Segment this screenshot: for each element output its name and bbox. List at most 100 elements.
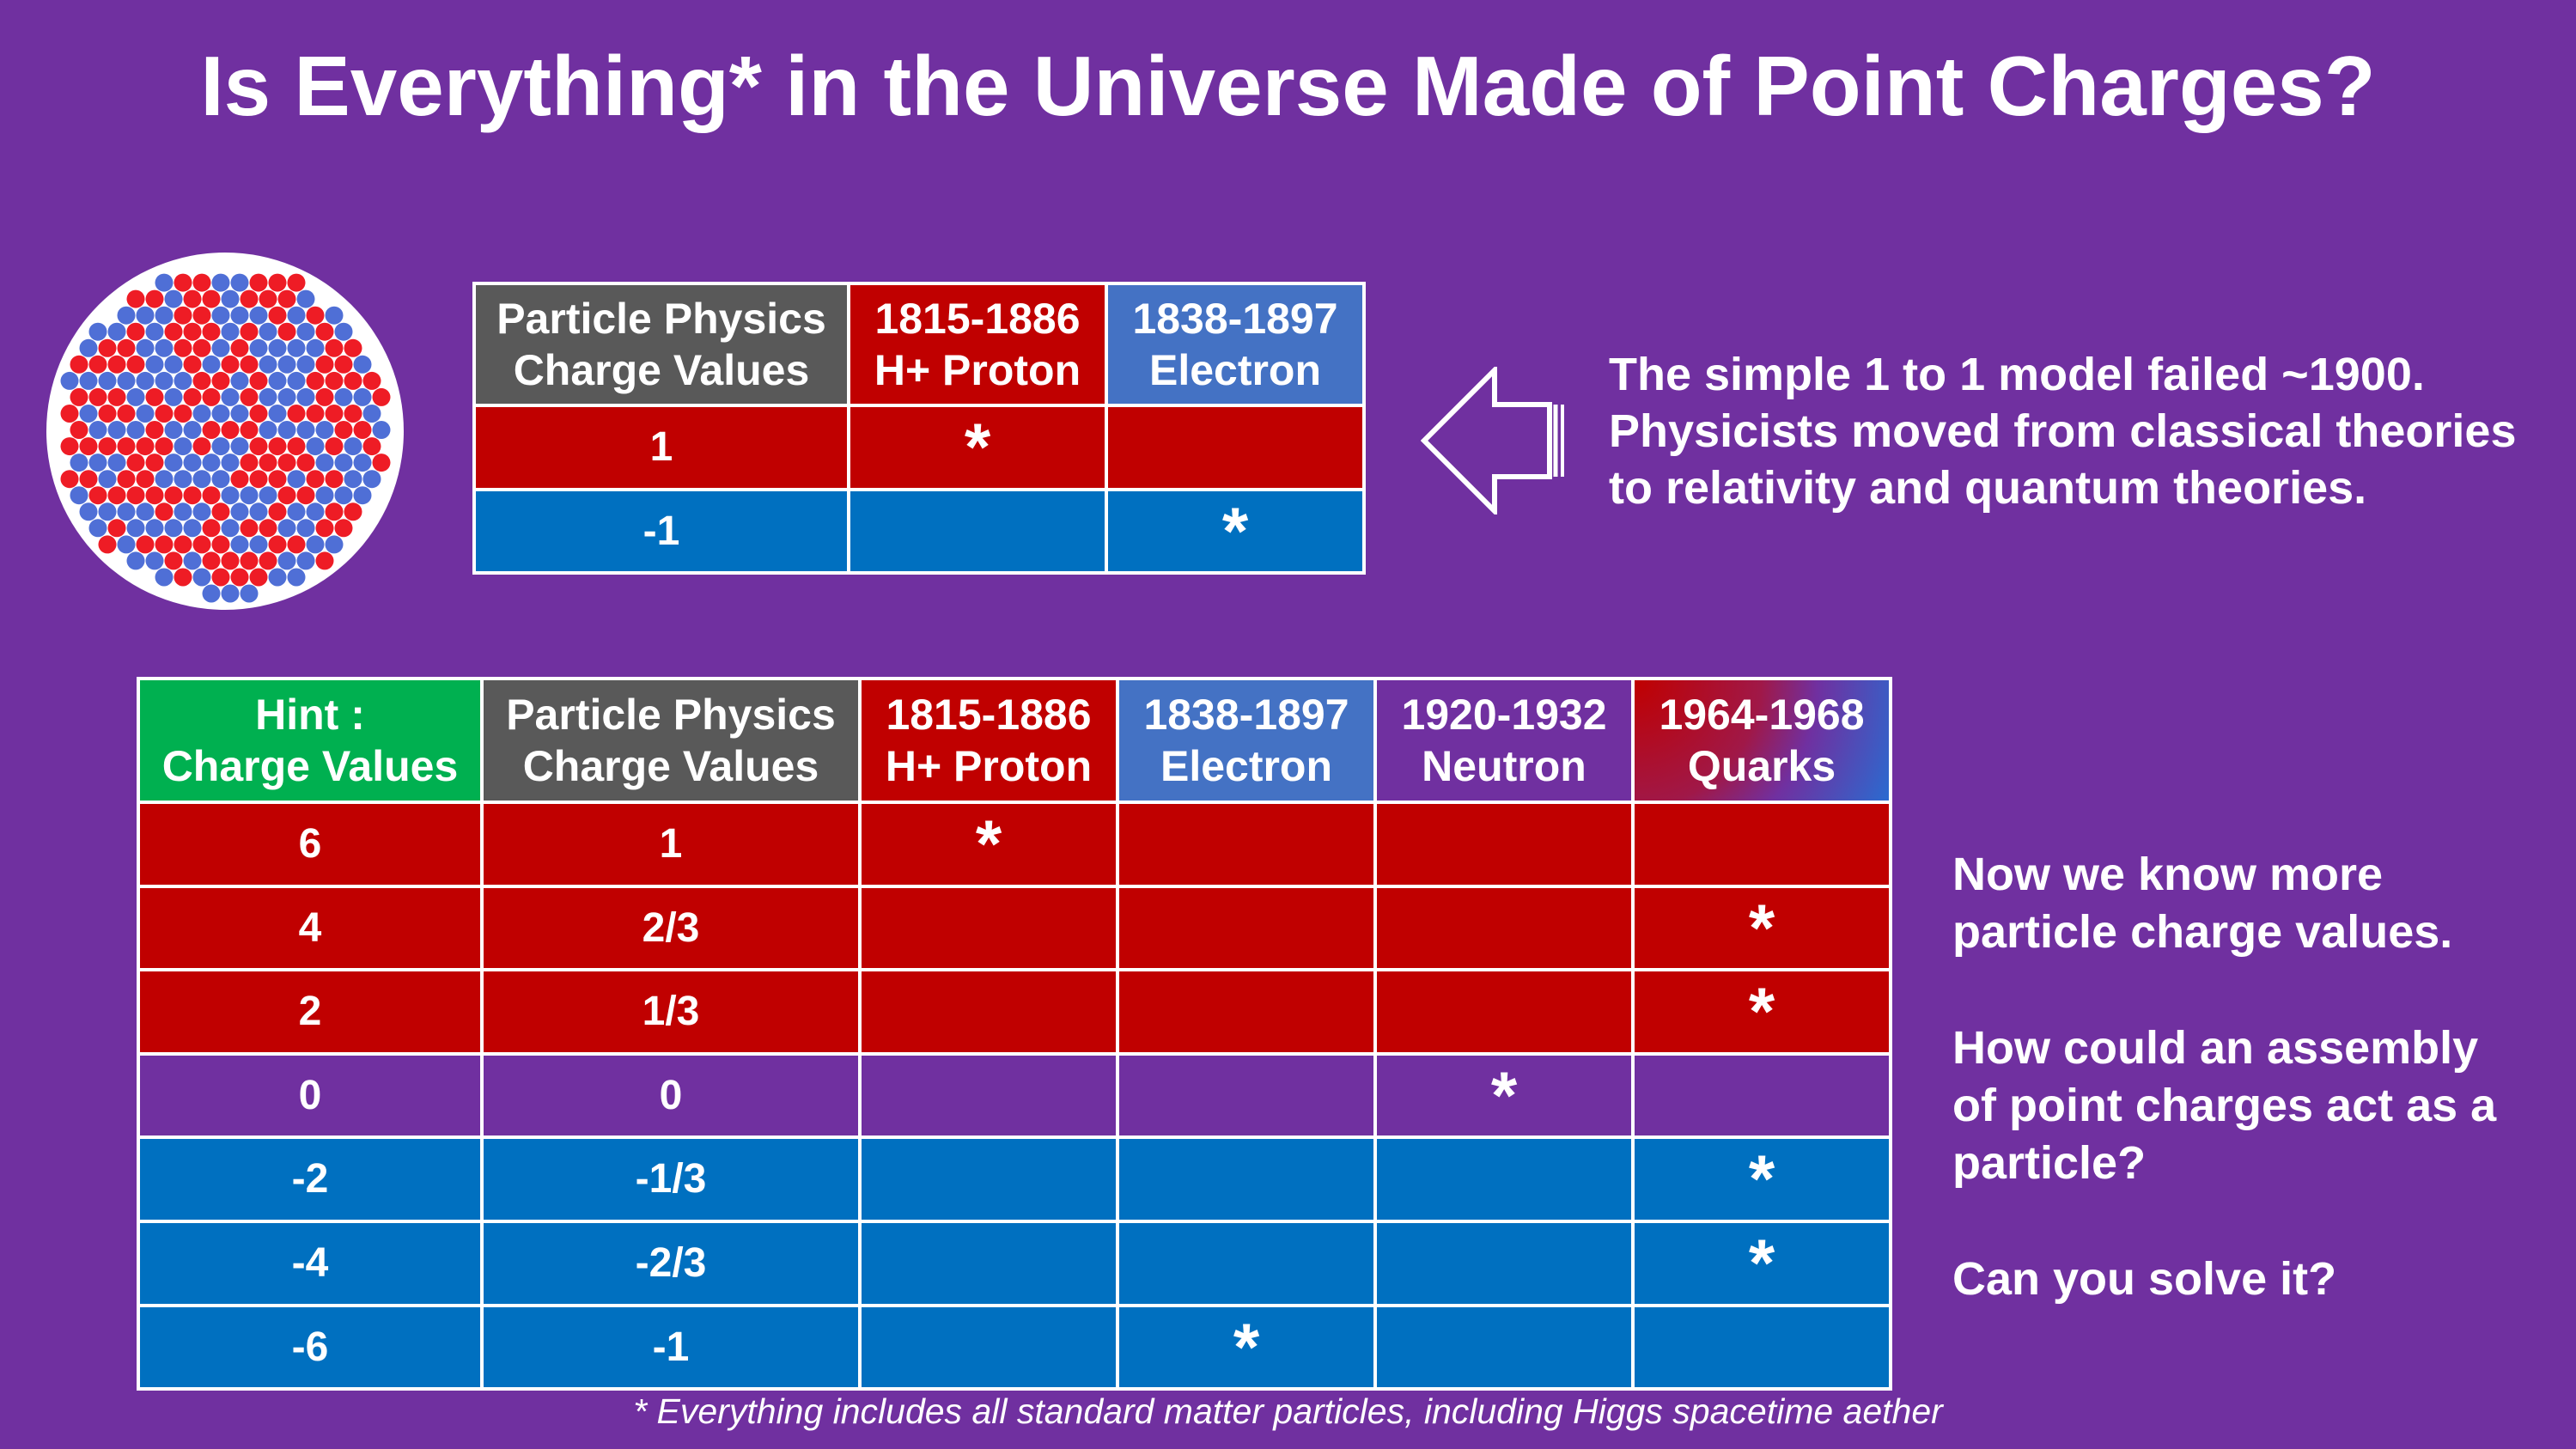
neutron-mark-cell [1373,1135,1635,1223]
note-line: of point charges act as a [1952,1080,2497,1131]
nucleon-dot [287,371,306,390]
nucleon-dot [155,405,174,423]
electron-mark-cell: * [1105,487,1366,575]
quarks-mark-cell [1631,1051,1892,1140]
header-line: Electron [1160,742,1333,790]
header-line: Charge Values [522,742,819,790]
nucleon-dot [174,437,192,456]
note-line: The simple 1 to 1 model failed ~1900. [1609,349,2425,400]
table-row: 2 1/3 * [137,968,1892,1056]
electron-mark-cell [1116,801,1377,888]
nucleon-dot [174,568,192,587]
nucleon-dot [79,338,98,357]
nucleon-dot [174,273,192,292]
nucleon-dot [136,535,155,554]
nucleon-dot [240,421,259,439]
header-particle-physics: Particle Physics Charge Values [480,677,862,804]
header-line: Charge Values [161,742,459,790]
nucleon-dot [372,421,391,439]
model-failed-note: The simple 1 to 1 model failed ~1900. Ph… [1609,346,2562,516]
hint-value-cell: -6 [137,1303,484,1391]
nucleon-dot [98,437,117,456]
nucleon-dot [277,486,296,505]
nucleon-dot [249,273,268,292]
nucleon-dot [277,421,296,439]
nucleon-dot [98,535,117,554]
nucleon-dot [145,421,164,439]
nucleon-dot [259,519,277,538]
nucleon-dot [287,405,306,423]
header-line: Neutron [1422,742,1586,790]
nucleus-icon [46,253,404,610]
nucleon-dot [126,289,145,308]
table-header-row: Particle Physics Charge Values 1815-1886… [472,282,1366,407]
header-line: Particle Physics [506,691,836,739]
nucleon-dot [221,289,240,308]
header-line: 1815-1886 [874,295,1081,343]
nucleon-dot [325,306,344,325]
nucleon-dot [126,387,145,406]
nucleon-dot [164,486,183,505]
electron-mark-cell [1116,884,1377,972]
nucleon-dot [230,470,249,489]
nucleon-dot [211,568,230,587]
quarks-mark-cell: * [1631,1219,1892,1307]
nucleon-dot [287,470,306,489]
nucleon-dot [155,437,174,456]
nucleon-dot [107,355,126,374]
proton-mark-cell [858,1219,1119,1307]
nucleon-dot [126,519,145,538]
nucleon-dot [287,437,306,456]
nucleon-dot [287,568,306,587]
charge-value-cell: 1 [472,404,850,491]
nucleon-dot [70,486,88,505]
nucleon-dot [117,371,136,390]
nucleon-dot [202,551,221,570]
nucleon-dot [325,535,344,554]
header-line: Particle Physics [496,295,826,343]
nucleon-dot [315,486,334,505]
nucleon-dot [296,322,315,341]
electron-mark-cell [1116,1051,1377,1140]
nucleon-dot [60,437,79,456]
note-paragraph: How could an assembly of point charges a… [1952,1020,2554,1192]
nucleon-dot [145,486,164,505]
nucleon-dot [372,454,391,472]
note-line: particle charge values. [1952,906,2453,958]
nucleon-dot [98,470,117,489]
nucleon-dot [259,322,277,341]
nucleon-dot [287,306,306,325]
nucleon-dot [344,338,362,357]
nucleon-dot [211,371,230,390]
nucleon-dot [287,273,306,292]
nucleon-dot [362,437,381,456]
neutron-mark-cell [1373,801,1635,888]
nucleon-dot [296,486,315,505]
nucleon-dot [249,437,268,456]
nucleon-dot [174,371,192,390]
neutron-mark-cell [1373,884,1635,972]
nucleon-dot [155,568,174,587]
nucleon-dot [192,535,211,554]
nucleon-dot [192,502,211,521]
nucleon-dot [88,387,107,406]
nucleon-dot [155,273,174,292]
nucleon-dot [277,454,296,472]
proton-mark-cell [858,1303,1119,1391]
nucleon-dot [79,470,98,489]
nucleon-dot [325,470,344,489]
header-line: 1964-1968 [1659,691,1865,739]
nucleon-dot [221,454,240,472]
nucleon-dot [202,355,221,374]
nucleon-dot [145,519,164,538]
nucleon-dot [164,387,183,406]
nucleon-dot [117,306,136,325]
proton-mark-cell [858,1051,1119,1140]
nucleon-dot [174,338,192,357]
nucleon-dot [192,470,211,489]
nucleon-dot [325,338,344,357]
nucleon-dot [192,273,211,292]
nucleon-dot [145,322,164,341]
nucleon-dot [117,437,136,456]
nucleon-dot [70,421,88,439]
